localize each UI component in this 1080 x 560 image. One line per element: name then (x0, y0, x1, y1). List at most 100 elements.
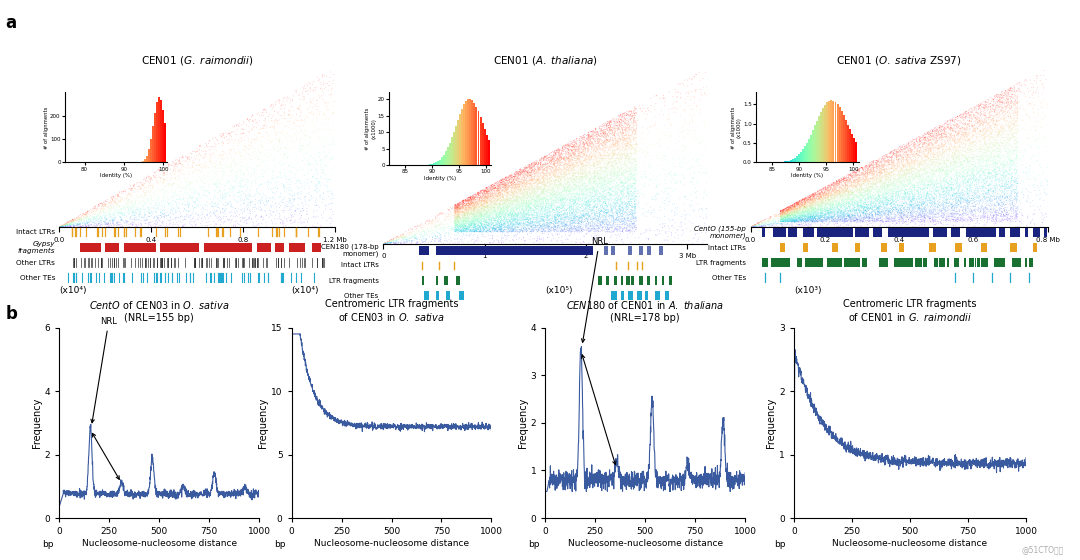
Point (896, 185, 914, 194)
Point (948, 193, 966, 202)
Point (581, 191, 598, 200)
Point (836, 184, 853, 193)
Point (562, 200, 579, 209)
Point (591, 195, 608, 204)
Point (934, 139, 951, 148)
Point (597, 144, 615, 153)
Point (935, 194, 953, 203)
Point (486, 181, 503, 190)
Point (558, 166, 576, 175)
Point (936, 184, 954, 193)
Point (617, 123, 634, 132)
Point (611, 230, 629, 239)
Point (513, 188, 530, 197)
Point (783, 203, 800, 212)
Point (214, 218, 231, 227)
Point (621, 197, 638, 206)
Point (397, 232, 415, 241)
Point (797, 212, 814, 221)
Point (524, 187, 541, 196)
Point (855, 215, 873, 224)
Point (463, 206, 481, 214)
Point (593, 162, 610, 171)
Point (509, 177, 526, 186)
Point (869, 214, 887, 223)
Point (595, 125, 612, 134)
Point (548, 180, 565, 189)
Point (565, 202, 582, 211)
Point (810, 216, 827, 225)
Point (1009, 188, 1026, 197)
Point (856, 173, 874, 182)
Point (781, 202, 798, 211)
Point (57, 220, 75, 228)
Point (624, 128, 642, 137)
Point (841, 200, 859, 209)
Point (237, 175, 254, 184)
Point (980, 174, 997, 183)
Point (825, 195, 842, 204)
Point (527, 197, 544, 206)
Point (232, 170, 249, 179)
Point (946, 142, 963, 151)
Point (397, 232, 415, 241)
Point (772, 207, 789, 216)
Point (918, 191, 935, 200)
Point (796, 200, 813, 209)
Point (268, 144, 285, 153)
Point (608, 225, 625, 234)
Point (241, 151, 258, 160)
Point (565, 156, 582, 165)
Point (415, 227, 432, 236)
Point (166, 216, 184, 225)
Bar (150, 139, 152, 162)
Point (524, 175, 541, 184)
Point (625, 114, 643, 123)
Point (627, 128, 645, 137)
Point (597, 176, 615, 185)
Point (945, 216, 962, 225)
Point (828, 186, 846, 195)
Point (957, 175, 974, 184)
Point (923, 218, 941, 227)
Point (801, 212, 819, 221)
Point (883, 216, 901, 225)
Point (809, 205, 826, 214)
Point (540, 178, 557, 186)
Point (1000, 150, 1017, 158)
Point (564, 146, 581, 155)
Point (665, 168, 683, 177)
Point (473, 226, 490, 235)
Point (939, 119, 956, 128)
Point (591, 224, 608, 233)
Point (174, 153, 191, 162)
Point (933, 202, 950, 211)
Point (467, 206, 484, 215)
Point (951, 190, 969, 199)
Point (607, 205, 624, 214)
Point (419, 227, 436, 236)
Point (912, 172, 929, 181)
Point (604, 223, 621, 232)
Point (225, 123, 242, 132)
Point (606, 227, 623, 236)
Point (489, 196, 507, 205)
Point (798, 204, 815, 213)
Point (845, 200, 862, 209)
Point (619, 134, 636, 143)
Point (511, 219, 528, 228)
Point (248, 204, 266, 213)
Point (613, 177, 631, 186)
Point (171, 214, 188, 223)
Point (248, 217, 266, 226)
Point (508, 172, 525, 181)
Point (531, 160, 549, 169)
Point (779, 204, 796, 213)
Point (467, 209, 484, 218)
Point (529, 185, 546, 194)
Point (488, 222, 505, 231)
Point (476, 197, 494, 206)
Point (976, 101, 994, 110)
Point (458, 199, 475, 208)
Point (515, 178, 532, 186)
